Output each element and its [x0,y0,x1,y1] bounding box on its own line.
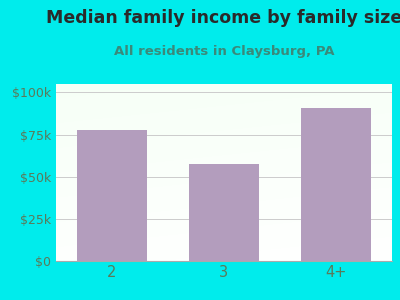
Text: Median family income by family size: Median family income by family size [46,9,400,27]
Bar [189,164,259,261]
Bar [301,108,371,261]
Text: All residents in Claysburg, PA: All residents in Claysburg, PA [114,45,334,58]
Bar [77,130,147,261]
